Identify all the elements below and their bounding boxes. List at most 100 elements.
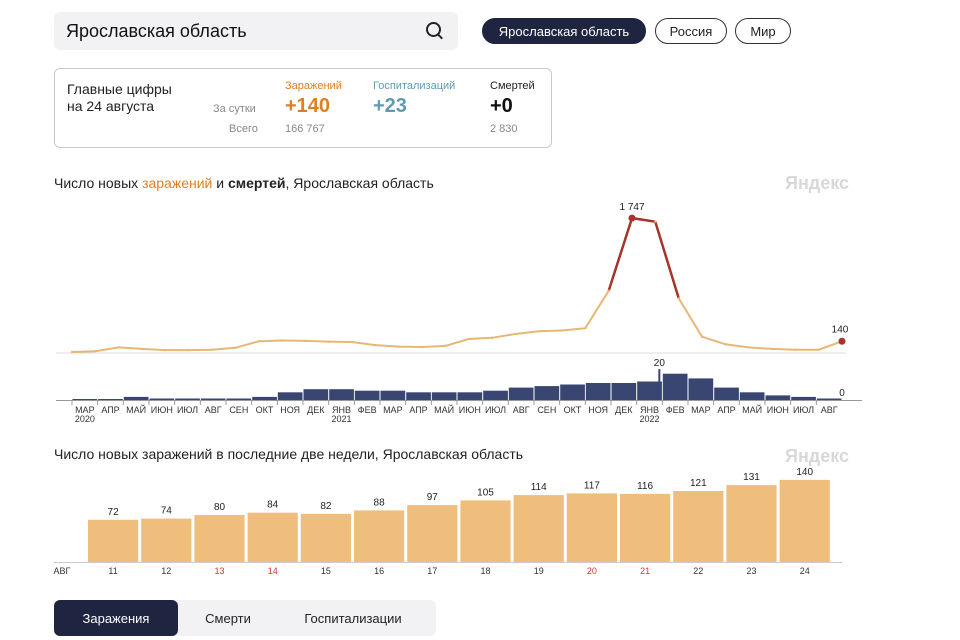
search-icon[interactable] xyxy=(424,20,446,42)
infections-point xyxy=(770,347,774,351)
deaths-bar xyxy=(457,392,483,400)
two-week-bar xyxy=(247,512,298,562)
month-tick-label: АПР xyxy=(101,405,119,415)
infections-point xyxy=(817,348,820,351)
deaths-bar xyxy=(714,387,739,400)
bar-value-label: 84 xyxy=(267,500,279,511)
infections-point xyxy=(747,346,750,349)
title-suffix: , Ярославская область xyxy=(285,175,434,191)
deaths-label: Смертей xyxy=(490,80,535,92)
month-tick-label: ЯНВ xyxy=(640,405,659,415)
infections-point xyxy=(537,330,540,333)
two-week-bar xyxy=(407,505,458,562)
main-chart-title: Число новых заражений и смертей, Ярослав… xyxy=(54,175,434,191)
infections-point xyxy=(70,350,74,354)
scope-region-button[interactable]: Ярославская область xyxy=(482,18,646,44)
bar-value-label: 105 xyxy=(477,487,494,498)
infections-point xyxy=(140,347,144,351)
deaths-bar xyxy=(149,398,175,400)
metric-tabs: Заражения Смерти Госпитализации xyxy=(54,600,436,636)
deaths-bar xyxy=(380,390,406,400)
bar-day-label: 13 xyxy=(214,566,224,576)
scope-russia-button[interactable]: Россия xyxy=(655,18,727,44)
cases-daily: +140 xyxy=(285,95,331,117)
deaths-bar xyxy=(98,399,123,400)
title-prefix: Число новых xyxy=(54,175,143,191)
deaths-bar xyxy=(483,390,508,400)
deaths-peak-label: 20 xyxy=(654,358,666,369)
scope-world-button[interactable]: Мир xyxy=(735,18,791,44)
month-tick-label: АВГ xyxy=(513,405,530,415)
deaths-bar xyxy=(72,399,98,400)
two-week-bar xyxy=(141,518,192,562)
deaths-bar xyxy=(123,396,149,400)
month-tick-label: ДЕК xyxy=(307,405,325,415)
month-tick-label: ЯНВ xyxy=(332,405,351,415)
infections-point xyxy=(374,343,377,347)
tab-infections[interactable]: Заражения xyxy=(54,600,178,636)
infections-point xyxy=(584,327,587,330)
deaths-bar xyxy=(252,396,277,400)
month-tick-label: АВГ xyxy=(205,405,222,415)
month-tick-label: ИЮН xyxy=(767,405,789,415)
search-box[interactable] xyxy=(54,12,458,50)
infections-point xyxy=(304,339,307,343)
hosp-daily: +23 xyxy=(373,95,407,117)
deaths-bar xyxy=(791,396,816,400)
deaths-bar xyxy=(303,389,329,400)
month-tick-label: НОЯ xyxy=(588,405,608,415)
last-value-marker xyxy=(838,337,846,345)
deaths-bar xyxy=(816,398,842,400)
bar-value-label: 131 xyxy=(743,472,760,483)
bar-value-label: 121 xyxy=(690,478,707,489)
month-tick-label: АВГ xyxy=(821,405,838,415)
month-tick-label: МАР xyxy=(691,405,711,415)
tab-hospitalizations[interactable]: Госпитализации xyxy=(304,610,402,626)
bar-value-label: 117 xyxy=(584,480,600,491)
infections-point xyxy=(187,348,190,352)
bar-day-label: 14 xyxy=(268,566,278,576)
deaths-bar xyxy=(739,392,765,400)
deaths-bar xyxy=(431,392,457,400)
deaths-bar xyxy=(354,390,380,400)
infections-point xyxy=(280,339,284,342)
month-tick-label: АПР xyxy=(717,405,735,415)
deaths-bar xyxy=(329,389,354,400)
bar-value-label: 74 xyxy=(161,506,173,517)
tab-deaths[interactable]: Смерти xyxy=(205,610,251,626)
deaths-bar xyxy=(765,395,791,400)
month-tick-label: СЕН xyxy=(229,405,248,415)
search-input[interactable] xyxy=(66,20,424,42)
two-week-bar xyxy=(460,500,511,562)
deaths-bar xyxy=(560,384,585,400)
infections-point xyxy=(724,343,727,346)
month-tick-label: ФЕВ xyxy=(358,405,377,415)
year-tick-label: 2020 xyxy=(75,414,95,424)
title-deaths: смертей xyxy=(227,175,286,191)
deaths-last-label: 0 xyxy=(839,388,845,399)
month-tick-label: МАЙ xyxy=(742,404,762,415)
yandex-watermark-bars: Яндекс xyxy=(785,446,850,466)
infections-point xyxy=(164,348,167,352)
infections-point xyxy=(420,345,424,349)
deaths-bar xyxy=(611,383,637,400)
month-tick-label: ОКТ xyxy=(256,405,274,415)
infections-point xyxy=(794,348,797,351)
two-week-bar xyxy=(620,493,671,562)
deaths-bar xyxy=(662,373,688,400)
bar-day-label: 19 xyxy=(534,566,544,576)
summary-card: Главные цифры на 24 августа За сутки Все… xyxy=(54,68,552,148)
month-tick-label: ИЮН xyxy=(151,405,173,415)
month-tick-label: МАР xyxy=(75,405,95,415)
row-label-total: Всего xyxy=(229,123,258,135)
two-week-bar xyxy=(88,519,139,562)
peak-label: 1 747 xyxy=(619,202,644,213)
month-tick-label: МАЙ xyxy=(434,404,454,415)
bar-value-label: 80 xyxy=(214,502,226,513)
month-tick-label: ОКТ xyxy=(564,405,582,415)
deaths-bar xyxy=(277,392,303,400)
bar-day-label: 23 xyxy=(746,566,756,576)
deaths-total: 2 830 xyxy=(490,123,518,135)
infections-point xyxy=(467,337,470,341)
cases-total: 166 767 xyxy=(285,123,325,135)
